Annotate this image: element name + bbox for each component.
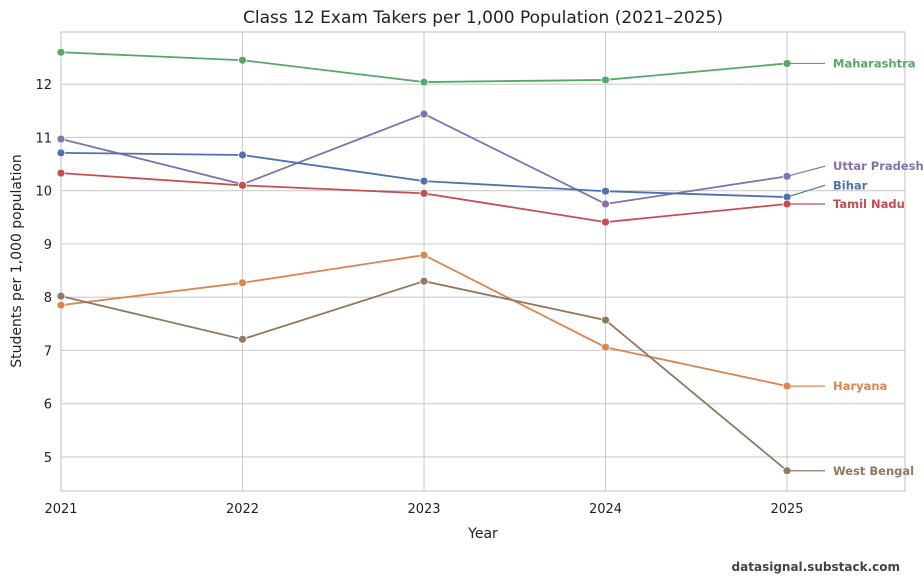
chart-title: Class 12 Exam Takers per 1,000 Populatio… [243,8,723,28]
data-point [601,199,610,209]
data-point [419,176,429,186]
label-leader-line [786,165,826,177]
plot-frame [60,31,906,492]
series-bihar: Bihar [56,148,868,202]
data-point [56,168,66,178]
data-point [419,250,429,260]
series-tamil-nadu: Tamil Nadu [56,168,905,227]
y-tick-label: 9 [44,238,52,253]
data-point [601,342,610,352]
data-point [601,75,610,85]
data-point [56,300,66,310]
data-point [601,315,610,325]
y-axis-label: Students per 1,000 population [9,154,25,368]
x-tick-label: 2024 [589,502,622,517]
x-tick-label: 2023 [407,502,440,517]
data-point [419,276,429,286]
series-maharashtra: Maharashtra [56,47,916,87]
series-west-bengal: West Bengal [56,276,914,478]
series-label: Maharashtra [833,56,916,70]
series-label: West Bengal [833,464,914,478]
series-label: Uttar Pradesh [833,159,924,173]
y-tick-label: 11 [35,131,52,146]
x-axis-label: Year [467,526,498,542]
data-point [238,278,247,288]
series-label: Tamil Nadu [833,197,905,211]
x-tick-label: 2025 [770,502,803,517]
data-point [238,180,247,190]
data-point [238,55,247,65]
y-tick-label: 7 [44,344,52,359]
data-point [601,186,610,196]
y-tick-label: 8 [44,291,52,306]
data-point [419,109,429,119]
data-point [238,150,247,160]
y-tick-label: 5 [44,451,52,466]
data-point [56,291,66,301]
y-tick-label: 6 [44,398,52,413]
data-point [56,47,66,57]
label-leader-line [786,184,826,198]
y-tick-label: 10 [35,185,52,200]
series-label: Bihar [833,178,868,192]
x-tick-label: 2021 [44,502,77,517]
data-point [419,188,429,198]
data-point [56,148,66,158]
data-point [56,134,66,144]
series-uttar-pradesh: Uttar Pradesh [56,109,924,209]
y-tick-label: 12 [35,78,52,93]
x-tick-label: 2022 [226,502,259,517]
series-haryana: Haryana [56,250,887,393]
series-label: Haryana [833,379,887,393]
data-point [419,77,429,87]
data-point [238,334,247,344]
data-point [601,217,610,227]
footer-source: datasignal.substack.com [732,560,900,574]
